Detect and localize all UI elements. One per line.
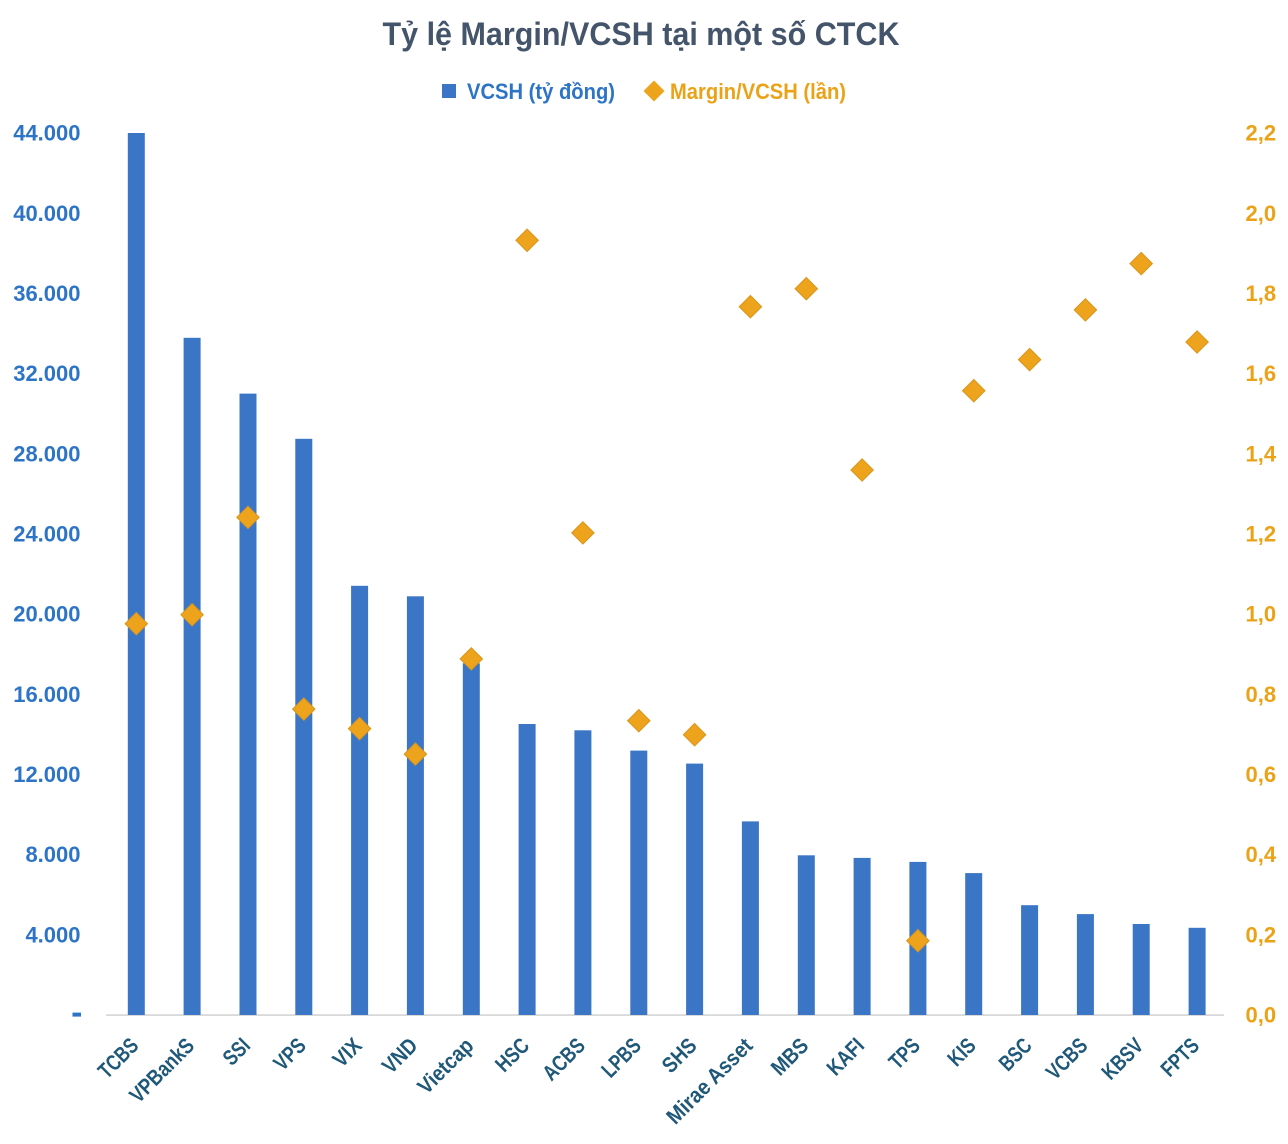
svg-text:1,0: 1,0 [1246, 602, 1277, 627]
svg-text:0,6: 0,6 [1246, 762, 1277, 787]
svg-text:0,4: 0,4 [1246, 842, 1277, 867]
svg-text:1,6: 1,6 [1246, 361, 1277, 386]
svg-text:2,2: 2,2 [1246, 121, 1277, 146]
svg-text:40.000: 40.000 [13, 201, 80, 226]
svg-text:8.000: 8.000 [25, 842, 80, 867]
svg-text:16.000: 16.000 [13, 682, 80, 707]
svg-text:1,4: 1,4 [1246, 441, 1277, 466]
svg-text:0,2: 0,2 [1246, 922, 1277, 947]
svg-text:20.000: 20.000 [13, 602, 80, 627]
svg-text:4.000: 4.000 [25, 922, 80, 947]
svg-text:24.000: 24.000 [13, 522, 80, 547]
svg-text:2,0: 2,0 [1246, 201, 1277, 226]
svg-text:12.000: 12.000 [13, 762, 80, 787]
svg-text:36.000: 36.000 [13, 281, 80, 306]
svg-text:1,8: 1,8 [1246, 281, 1277, 306]
svg-text:0,8: 0,8 [1246, 682, 1277, 707]
svg-text:1,2: 1,2 [1246, 522, 1277, 547]
svg-text:0,0: 0,0 [1246, 1003, 1277, 1028]
svg-text:Margin/VCSH (lần): Margin/VCSH (lần) [670, 79, 846, 104]
svg-text:28.000: 28.000 [13, 441, 80, 466]
svg-text:VCSH (tỷ đồng): VCSH (tỷ đồng) [467, 79, 615, 104]
svg-text:44.000: 44.000 [13, 121, 80, 146]
svg-text:32.000: 32.000 [13, 361, 80, 386]
svg-text:Tỷ lệ Margin/VCSH tại một số C: Tỷ lệ Margin/VCSH tại một số CTCK [383, 16, 900, 52]
